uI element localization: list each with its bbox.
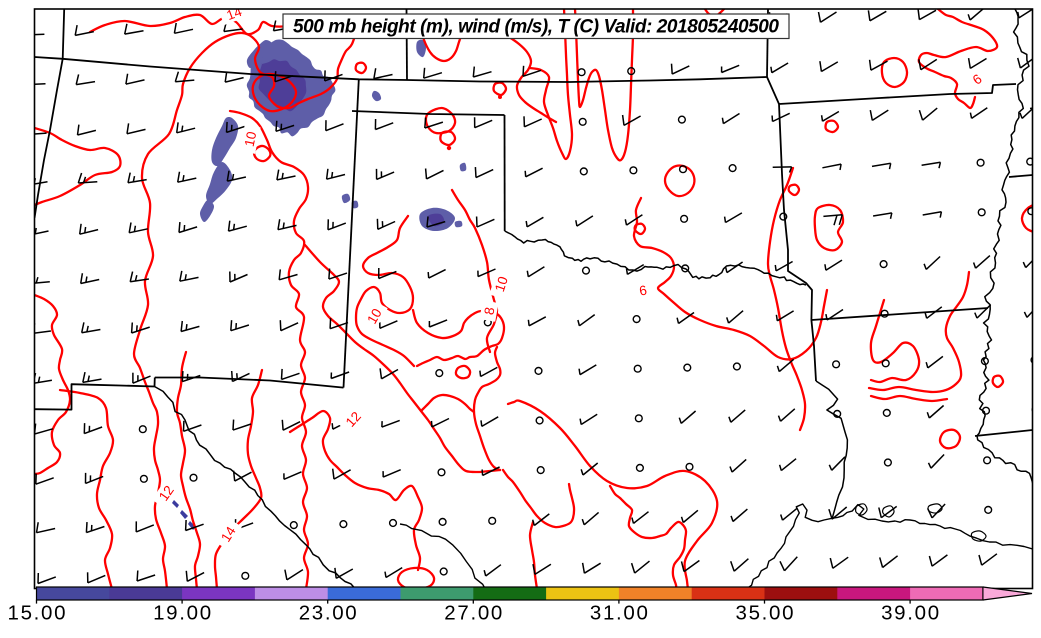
svg-text:23.00: 23.00 — [299, 602, 357, 625]
svg-text:27.00: 27.00 — [444, 602, 502, 625]
svg-text:39.00: 39.00 — [881, 602, 939, 625]
svg-text:500 mb height (m), wind (m/s),: 500 mb height (m), wind (m/s), T (C) Val… — [293, 17, 779, 38]
svg-text:14: 14 — [225, 4, 245, 23]
svg-text:15.00: 15.00 — [8, 602, 66, 625]
svg-text:35.00: 35.00 — [736, 602, 794, 625]
svg-text:14: 14 — [218, 524, 239, 545]
svg-text:10: 10 — [242, 130, 260, 148]
svg-text:8: 8 — [481, 306, 497, 316]
svg-text:10: 10 — [364, 306, 385, 327]
svg-text:12: 12 — [156, 483, 177, 504]
svg-text:31.00: 31.00 — [590, 602, 648, 625]
svg-text:6: 6 — [638, 282, 648, 298]
svg-text:12: 12 — [343, 409, 364, 430]
svg-text:10: 10 — [492, 275, 511, 294]
svg-text:19.00: 19.00 — [153, 602, 211, 625]
